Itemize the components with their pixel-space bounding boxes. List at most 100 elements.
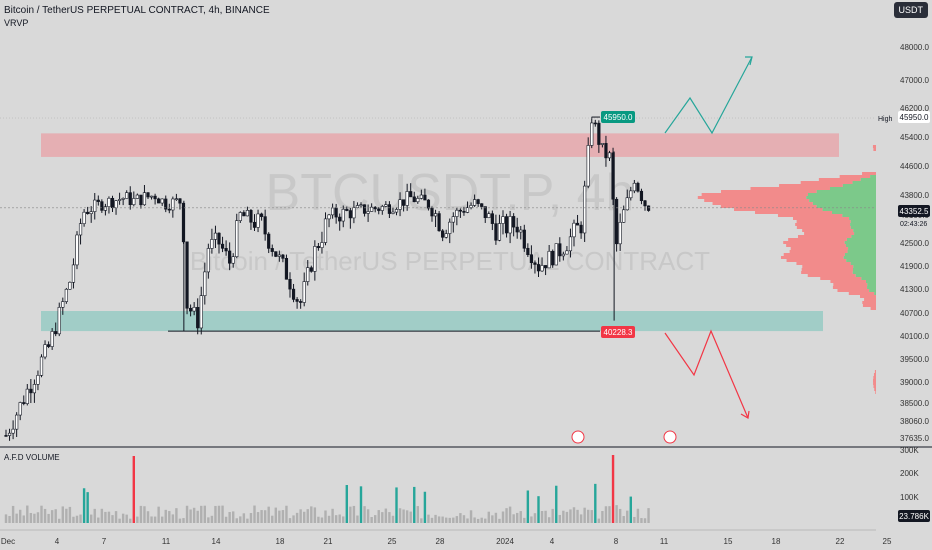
time-tick: 25 [883,537,892,546]
candle-body [146,192,150,198]
volume-bar [618,508,622,523]
volume-title: A.F.D VOLUME [4,453,60,462]
volume-bar [455,516,459,523]
candle-body [142,192,147,206]
volume-bar [50,510,54,523]
volume-bar [11,505,15,523]
candle-body [622,209,626,223]
candle-body [267,233,271,249]
volume-bar [4,514,8,523]
volume-bar [61,506,64,523]
candle-body [313,246,317,272]
volume-bar [565,511,569,523]
candle-body [448,221,452,234]
volume-bar [274,507,277,523]
volume-bar [132,456,135,523]
profile-bar-down [801,268,854,271]
indicator-name[interactable]: VRVP [4,18,29,28]
profile-bar-up [849,217,895,220]
volume-bar [505,508,508,523]
volume-bar [633,516,636,523]
candle-body [529,254,533,264]
volume-bar [86,492,89,523]
candle-body [295,299,299,302]
price-axis-bg [876,0,932,550]
candle-body [462,210,466,213]
profile-bar-down [712,202,813,205]
volume-bar [551,508,554,523]
candle-body [125,192,129,199]
volume-bar [349,506,352,523]
volume-tick: 100K [900,493,919,502]
volume-tick: 200K [900,469,919,478]
profile-bar-down [790,247,849,250]
currency-button[interactable]: USDT [893,2,928,18]
candle-body [39,356,44,376]
candle-body [18,402,22,416]
volume-bar [221,505,224,523]
candle-body [327,214,331,220]
candle-body [526,247,530,255]
price-tick: 38060.0 [900,417,929,426]
candle-body [78,223,83,236]
candle-body [348,210,352,219]
profile-bar-down [793,217,850,220]
candle-body [75,234,79,266]
high-value-tag-bg [898,111,930,123]
candle-body [238,212,242,221]
volume-bar [196,510,199,523]
volume-bar [189,509,192,523]
candle-body [370,206,374,212]
profile-bar-up [853,229,895,232]
candle-body [629,190,633,199]
bearish-projection [664,329,749,419]
candle-body [469,205,473,209]
candle-body [189,307,193,312]
lightning-icon [571,430,585,444]
volume-bar [320,517,324,523]
volume-bar [118,518,121,523]
candle-body [426,199,431,209]
profile-bar-down [833,283,868,286]
candle-body [270,248,274,252]
time-tick: Dec [1,537,15,546]
candle-body [135,194,139,199]
price-tick: 45400.0 [900,133,929,142]
profile-bar-down [788,238,847,241]
candle-body [387,204,392,214]
candle-body [249,210,253,223]
profile-bar-down [818,178,861,181]
volume-bar [547,517,551,523]
volume-bar [313,507,317,523]
candle-body [196,307,200,329]
volume-bar [97,517,100,523]
candle-body [341,208,345,222]
volume-bar [359,486,363,523]
candle-body [46,344,51,347]
candle-body [25,388,29,404]
profile-bar-down [862,301,881,304]
volume-bar [271,515,274,523]
candle-body [316,246,321,248]
candle-body [43,344,47,358]
profile-bar-up [809,199,895,202]
candle-body [242,212,246,217]
candle-body [551,250,555,266]
candle-body [4,435,8,437]
candle-body [579,224,583,234]
candle-body [224,248,228,252]
candle-body [71,264,76,283]
volume-bar [253,505,256,523]
volume-bar [594,483,597,523]
profile-bar-up [853,265,895,268]
profile-bar-down [796,226,851,229]
candle-body [174,198,179,200]
candle-body [86,211,90,214]
candle-body [259,213,264,217]
profile-bar-down [734,208,823,211]
volume-bar [281,510,285,523]
candle-body [355,205,360,208]
candle-body [512,216,516,228]
candle-body [334,207,338,218]
